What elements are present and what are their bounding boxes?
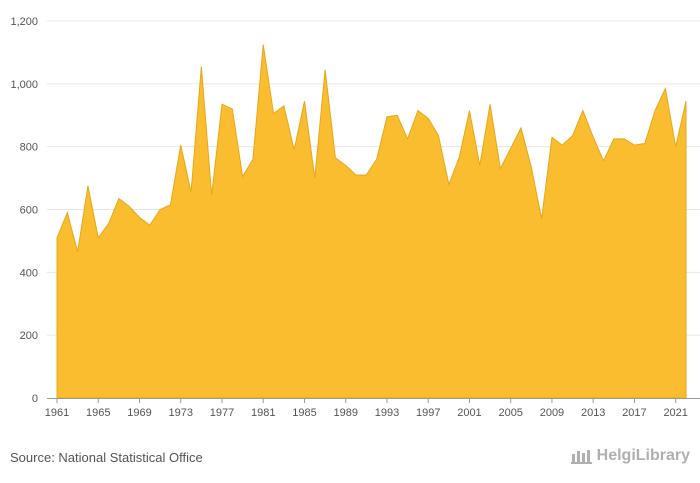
x-tick-label: 1977	[210, 407, 234, 419]
x-tick-label: 1997	[416, 407, 440, 419]
library-icon	[570, 450, 592, 464]
y-tick-label: 800	[20, 142, 38, 154]
x-tick-label: 2013	[581, 407, 605, 419]
y-tick-label: 400	[20, 267, 38, 279]
y-axis: 0 200 400 600 800 1,000 1,200	[10, 16, 38, 405]
y-tick-label: 1,000	[10, 79, 38, 91]
y-tick-label: 1,200	[10, 16, 38, 28]
x-tick-label: 1989	[333, 407, 357, 419]
x-tick-label: 1961	[45, 407, 69, 419]
y-tick-label: 200	[20, 330, 38, 342]
series-area	[56, 44, 687, 399]
brand-logo[interactable]: HelgiLibrary	[570, 447, 690, 465]
x-tick-label: 1969	[127, 407, 151, 419]
x-tick-label: 1965	[86, 407, 110, 419]
y-tick-label: 600	[20, 205, 38, 217]
x-tick-label: 2001	[457, 407, 481, 419]
source-note: Source: National Statistical Office	[10, 450, 203, 465]
brand-name: HelgiLibrary	[596, 447, 690, 464]
area-chart: 0 200 400 600 800 1,000 1,200 1961 1965 1969 1973…	[10, 16, 700, 419]
x-tick-label: 1973	[168, 407, 192, 419]
x-tick-label: 2021	[663, 407, 687, 419]
x-tick-label: 2005	[498, 407, 522, 419]
x-tick-label: 2009	[540, 407, 564, 419]
x-tick-label: 1993	[375, 407, 399, 419]
x-tick-label: 1981	[251, 407, 275, 419]
x-axis: 1961 1965 1969 1973 1977 1981 1985 1989 1993 1997…	[45, 398, 688, 419]
x-tick-label: 2017	[622, 407, 646, 419]
x-tick-label: 1985	[292, 407, 316, 419]
y-tick-label: 0	[32, 393, 38, 405]
